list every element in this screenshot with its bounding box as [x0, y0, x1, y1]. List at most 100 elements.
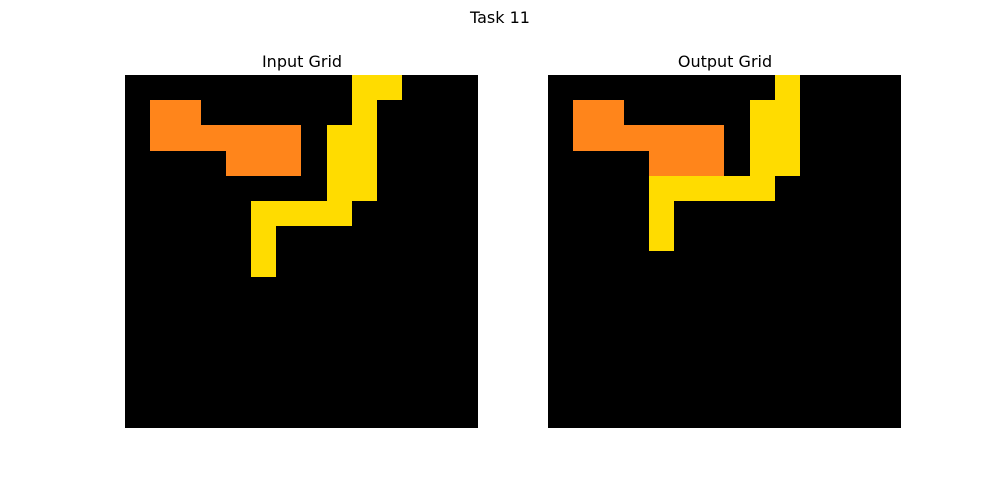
grid-cell — [699, 75, 725, 101]
grid-cell — [251, 201, 277, 227]
grid-cell — [573, 175, 599, 202]
grid-cell — [623, 301, 649, 328]
grid-cell — [200, 201, 226, 227]
grid-cell — [774, 402, 801, 428]
grid-cell — [724, 402, 750, 428]
grid-cell — [377, 75, 403, 101]
grid-cell — [351, 226, 378, 252]
grid-cell — [699, 251, 725, 277]
grid-cell — [175, 100, 201, 126]
grid-cell — [774, 301, 801, 328]
grid-cell — [724, 125, 750, 151]
grid-cell — [276, 100, 302, 126]
grid-cell — [598, 352, 624, 378]
grid-cell — [251, 75, 277, 101]
grid-cell — [573, 251, 599, 277]
grid-cell — [427, 175, 453, 202]
grid-cell — [125, 301, 151, 328]
grid-cell — [623, 226, 649, 252]
grid-cell — [452, 352, 478, 378]
grid-cell — [200, 150, 226, 176]
grid-cell — [850, 226, 876, 252]
grid-cell — [402, 377, 428, 403]
grid-cell — [548, 150, 574, 176]
grid-cell — [548, 201, 574, 227]
grid-cell — [452, 201, 478, 227]
grid-cell — [623, 377, 649, 403]
grid-cell — [251, 377, 277, 403]
grid-cell — [623, 175, 649, 202]
grid-cell — [749, 301, 775, 328]
grid-cell — [351, 150, 378, 176]
grid-cell — [875, 377, 901, 403]
grid-cell — [276, 352, 302, 378]
grid-cell — [225, 150, 252, 176]
grid-cell — [825, 100, 851, 126]
grid-cell — [573, 201, 599, 227]
input-grid-title: Input Grid — [261, 52, 343, 71]
grid-cell — [326, 100, 352, 126]
grid-cell — [749, 377, 775, 403]
grid-cell — [200, 402, 226, 428]
grid-cell — [377, 251, 403, 277]
grid-cell — [276, 226, 302, 252]
grid-cell — [225, 226, 252, 252]
grid-cell — [351, 352, 378, 378]
grid-cell — [623, 402, 649, 428]
grid-cell — [850, 301, 876, 328]
grid-cell — [800, 251, 826, 277]
grid-cell — [674, 100, 700, 126]
grid-cell — [850, 201, 876, 227]
grid-cell — [301, 377, 327, 403]
grid-cell — [875, 276, 901, 302]
grid-cell — [125, 175, 151, 202]
grid-cell — [452, 276, 478, 302]
grid-cell — [125, 251, 151, 277]
grid-cell — [850, 150, 876, 176]
grid-cell — [251, 352, 277, 378]
grid-cell — [251, 301, 277, 328]
grid-cell — [125, 226, 151, 252]
grid-cell — [875, 226, 901, 252]
grid-cell — [251, 100, 277, 126]
grid-cell — [548, 175, 574, 202]
grid-cell — [200, 377, 226, 403]
grid-cell — [351, 175, 378, 202]
grid-cell — [774, 377, 801, 403]
input-panel: Input Grid — [125, 52, 479, 428]
grid-cell — [548, 377, 574, 403]
grid-cell — [774, 276, 801, 302]
grid-cell — [125, 75, 151, 101]
grid-cell — [125, 150, 151, 176]
grid-cell — [377, 276, 403, 302]
grid-cell — [648, 276, 675, 302]
grid-cell — [774, 327, 801, 353]
grid-cell — [749, 150, 775, 176]
grid-cell — [674, 377, 700, 403]
grid-cell — [573, 301, 599, 328]
grid-cell — [175, 327, 201, 353]
grid-cell — [648, 402, 675, 428]
grid-cell — [251, 125, 277, 151]
grid-cell — [724, 226, 750, 252]
grid-cell — [800, 125, 826, 151]
grid-cell — [452, 377, 478, 403]
grid-cell — [326, 377, 352, 403]
grid-cell — [150, 301, 176, 328]
grid-cell — [377, 201, 403, 227]
grid-cell — [749, 175, 775, 202]
grid-cell — [850, 327, 876, 353]
grid-cell — [800, 377, 826, 403]
grid-cell — [598, 150, 624, 176]
grid-cell — [699, 150, 725, 176]
grid-cell — [875, 251, 901, 277]
grid-cell — [200, 301, 226, 328]
grid-cell — [452, 100, 478, 126]
grid-cell — [800, 226, 826, 252]
grid-cell — [875, 175, 901, 202]
grid-cell — [150, 276, 176, 302]
grid-cell — [225, 175, 252, 202]
grid-cell — [427, 301, 453, 328]
grid-cell — [825, 226, 851, 252]
grid-cell — [875, 402, 901, 428]
